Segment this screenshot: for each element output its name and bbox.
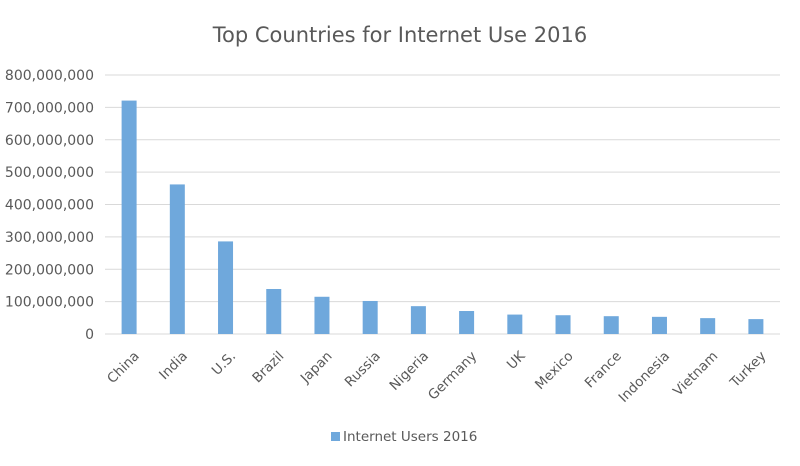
x-tick-label: UK <box>504 347 529 372</box>
y-tick-label: 800,000,000 <box>5 68 94 84</box>
y-tick-label: 300,000,000 <box>5 230 94 246</box>
x-tick-label: Nigeria <box>387 348 432 393</box>
y-tick-label: 0 <box>85 327 94 343</box>
y-tick-label: 500,000,000 <box>5 165 94 181</box>
legend-swatch <box>331 432 340 441</box>
x-axis-tick-labels: China India U.S. Brazil Japan Russia NigeriaGe… <box>104 347 769 405</box>
bar-vietnam <box>700 318 716 334</box>
x-tick-label: Turkey <box>726 348 769 391</box>
x-tick-label: Brazil <box>249 348 287 386</box>
y-tick-label: 600,000,000 <box>5 133 94 149</box>
legend-label: Internet Users 2016 <box>343 429 477 445</box>
bar-france <box>603 316 619 334</box>
bars <box>121 100 764 334</box>
x-tick-label: Mexico <box>532 348 577 393</box>
bar-turkey <box>748 319 764 334</box>
bar-china <box>121 100 137 334</box>
bar-nigeria <box>410 306 426 334</box>
x-tick-label: Germany <box>425 348 480 403</box>
bar-uk <box>507 314 523 334</box>
x-tick-label: U.S. <box>209 348 239 378</box>
x-tick-label: Vietnam <box>670 348 721 399</box>
bar-mexico <box>555 315 571 334</box>
x-tick-label: France <box>582 348 625 391</box>
chart-title: Top Countries for Internet Use 2016 <box>212 23 587 47</box>
y-tick-label: 700,000,000 <box>5 100 94 116</box>
bar-russia <box>362 300 378 334</box>
x-tick-label: China <box>104 348 143 387</box>
y-axis-tick-labels: 0 100,000,000 200,000,000 300,000,000 400,00… <box>5 68 94 343</box>
bar-india <box>169 184 185 334</box>
bar-u-s <box>218 241 234 334</box>
bar-japan <box>314 296 330 334</box>
y-tick-label: 200,000,000 <box>5 262 94 278</box>
gridlines <box>105 74 780 335</box>
y-tick-label: 400,000,000 <box>5 198 94 214</box>
bar-germany <box>459 311 475 334</box>
bar-indonesia <box>651 316 667 334</box>
x-tick-label: Russia <box>342 348 384 390</box>
x-tick-label: Japan <box>297 348 336 387</box>
x-tick-label: Indonesia <box>616 348 673 405</box>
x-tick-label: India <box>156 348 191 383</box>
y-tick-label: 100,000,000 <box>5 295 94 311</box>
legend: Internet Users 2016 <box>331 429 477 445</box>
bar-brazil <box>266 288 282 334</box>
